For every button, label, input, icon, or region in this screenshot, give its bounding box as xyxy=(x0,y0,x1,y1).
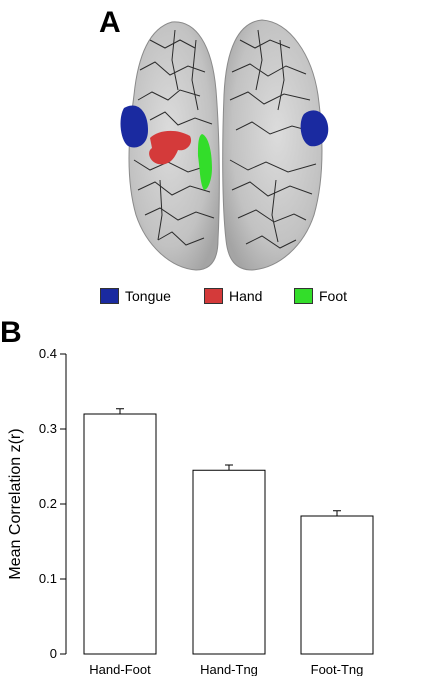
legend-label-foot: Foot xyxy=(319,288,348,304)
legend-item-foot: Foot xyxy=(294,286,347,306)
y-tick-label: 0.3 xyxy=(39,421,57,436)
y-axis-title: Mean Correlation z(r) xyxy=(7,428,24,579)
bar-foot-tng xyxy=(300,515,374,655)
tongue-region-left xyxy=(120,105,148,148)
legend-swatch-hand xyxy=(204,288,223,304)
legend-swatch-tongue xyxy=(100,288,119,304)
legend: Tongue Hand Foot xyxy=(100,286,400,306)
panel-a-label: A xyxy=(99,6,121,39)
right-hemisphere xyxy=(222,19,329,271)
legend-label-tongue: Tongue xyxy=(125,288,171,304)
tongue-region-right xyxy=(300,110,329,147)
bar-hand-foot xyxy=(83,413,157,655)
foot-region xyxy=(198,134,212,190)
y-tick-label: 0 xyxy=(50,646,57,661)
legend-item-hand: Hand xyxy=(204,286,262,306)
y-tick-label: 0.2 xyxy=(39,496,57,511)
y-tick-label: 0.1 xyxy=(39,571,57,586)
legend-item-tongue: Tongue xyxy=(100,286,171,306)
left-hemisphere xyxy=(120,21,220,271)
hand-region xyxy=(149,130,192,165)
bar-hand-tng xyxy=(192,469,266,655)
legend-swatch-foot xyxy=(294,288,313,304)
bar-chart: 0 0.1 0.2 0.3 0.4 Mean Correlation z(r) Hand-F… xyxy=(7,346,374,676)
legend-label-hand: Hand xyxy=(229,288,263,304)
x-tick-label: Hand-Foot xyxy=(89,662,151,676)
x-tick-label: Foot-Tng xyxy=(311,662,364,676)
brain-surface-image xyxy=(120,19,329,271)
x-tick-label: Hand-Tng xyxy=(200,662,258,676)
panel-b-label: B xyxy=(0,316,22,349)
y-tick-label: 0.4 xyxy=(39,346,57,361)
